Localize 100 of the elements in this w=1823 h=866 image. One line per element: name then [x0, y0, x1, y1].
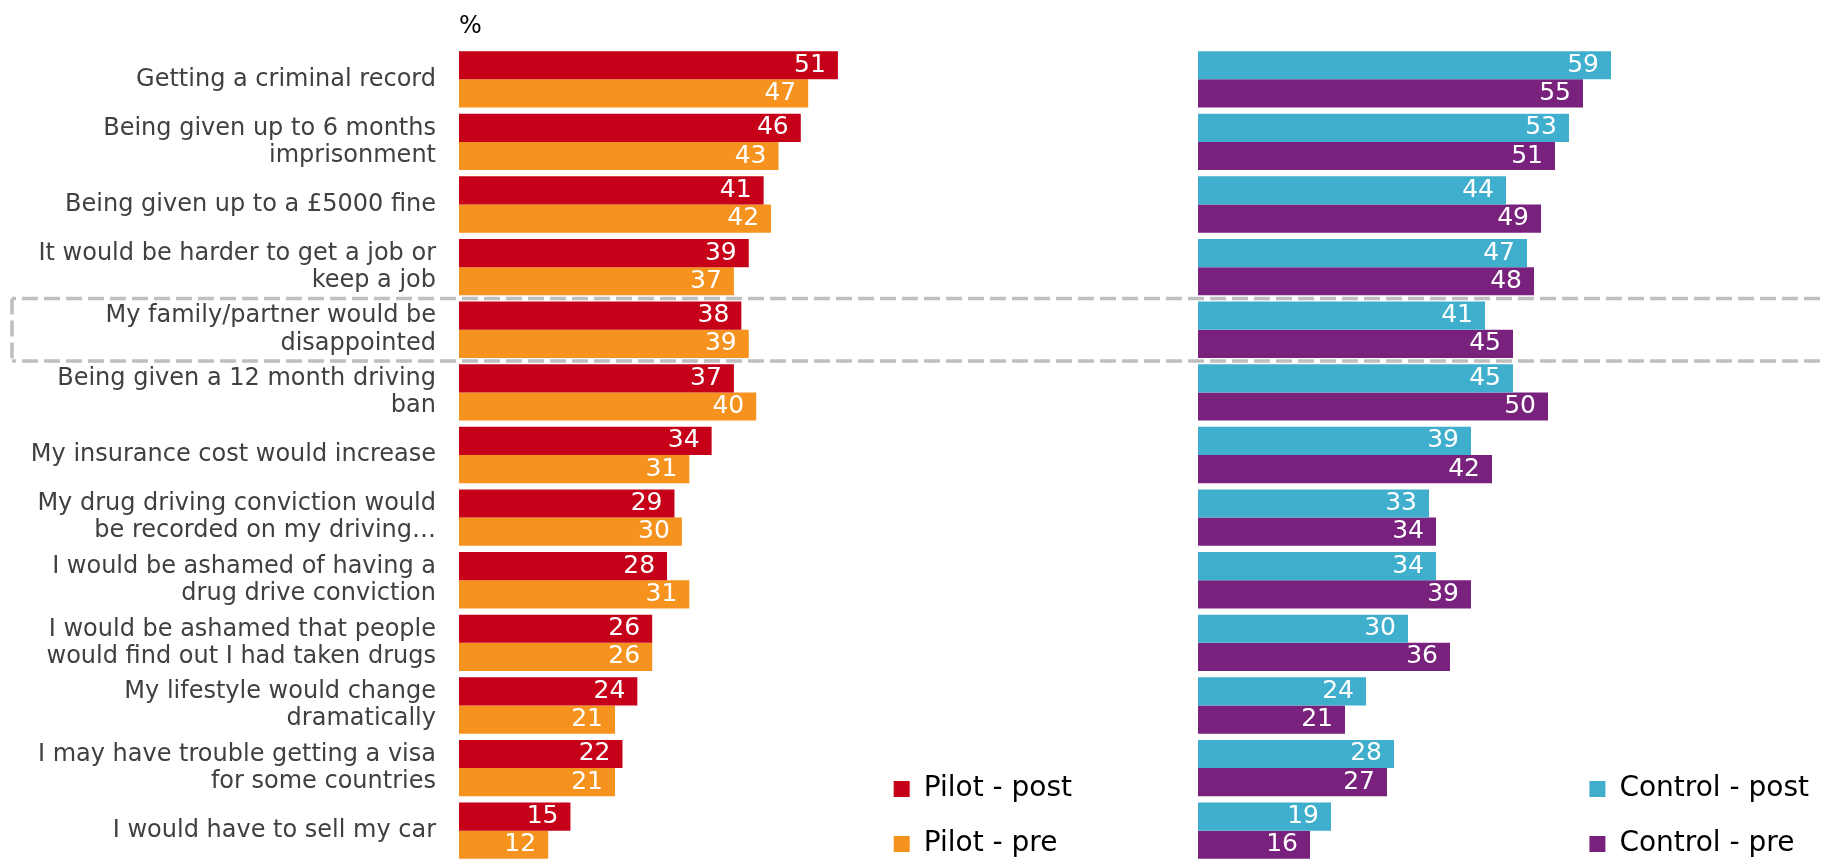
data-label: 34 — [1392, 515, 1424, 545]
bar — [459, 113, 801, 142]
data-label: 34 — [667, 424, 700, 454]
bar — [1198, 301, 1485, 330]
data-label: 26 — [608, 640, 641, 670]
data-label: 24 — [1322, 674, 1354, 704]
data-label: 34 — [1392, 549, 1424, 579]
bar — [459, 426, 712, 455]
data-label: 31 — [645, 452, 678, 482]
bar — [459, 204, 772, 233]
data-label: 26 — [608, 612, 641, 642]
legend-label: Pilot - pre — [923, 825, 1058, 859]
data-label: 48 — [1490, 264, 1522, 294]
bar — [1198, 329, 1513, 358]
data-label: 21 — [571, 765, 604, 795]
bar — [459, 301, 742, 330]
bar — [459, 614, 653, 643]
data-label: 30 — [1364, 612, 1396, 642]
legend-label: Control - pre — [1619, 825, 1795, 859]
data-label: 44 — [1462, 173, 1494, 203]
data-label: 42 — [727, 202, 760, 232]
data-label: 39 — [1427, 424, 1459, 454]
bar — [1198, 267, 1534, 296]
data-label: 38 — [697, 299, 730, 329]
bar — [1198, 768, 1387, 797]
data-label: 59 — [1567, 48, 1599, 78]
bar — [1198, 802, 1331, 831]
data-label: 45 — [1469, 327, 1501, 357]
bar — [459, 677, 638, 706]
bar — [459, 141, 779, 171]
bar — [1198, 141, 1555, 171]
bar — [1198, 113, 1569, 142]
data-label: 43 — [734, 139, 767, 169]
bar — [1198, 176, 1506, 205]
bar — [1198, 489, 1429, 518]
data-label: 50 — [1504, 389, 1536, 419]
data-label: 31 — [645, 577, 678, 607]
bar — [459, 364, 734, 393]
data-label: 21 — [1301, 703, 1333, 733]
data-label: 22 — [578, 737, 611, 767]
bar — [459, 739, 623, 769]
y-tick-label: I would be ashamed of having a drug drive conviction — [52, 550, 436, 607]
bar — [459, 830, 549, 859]
bar — [459, 79, 809, 108]
bar — [1198, 642, 1450, 672]
data-label: 47 — [1483, 236, 1515, 266]
bar — [459, 329, 749, 358]
data-label: 37 — [690, 264, 722, 294]
data-label: 27 — [1343, 765, 1375, 795]
bar — [459, 705, 616, 734]
y-tick-label: Being given a 12 month driving ban — [57, 363, 436, 419]
bar — [1198, 677, 1366, 706]
y-tick-label: Getting a criminal record — [136, 63, 436, 92]
y-tick-label: I would be ashamed that people would find out I had taken drugs — [46, 613, 436, 669]
y-tick-label: I would have to sell my car — [112, 814, 437, 843]
data-label: 53 — [1525, 111, 1557, 141]
data-label: 19 — [1287, 800, 1319, 830]
bar — [459, 517, 682, 546]
y-tick-label: Being given up to a £5000 fine — [65, 188, 436, 217]
y-tick-label: I may have trouble getting a visa for some countries — [37, 738, 436, 794]
data-label: 29 — [630, 487, 663, 517]
y-tick-label: My family/partner would be disappointed — [105, 300, 436, 356]
bar — [1198, 705, 1345, 734]
data-label: 28 — [1350, 737, 1382, 767]
data-label: 36 — [1406, 640, 1438, 670]
data-label: 33 — [1385, 487, 1417, 517]
data-label: 40 — [712, 389, 745, 419]
bar — [1198, 392, 1548, 421]
bar — [1198, 739, 1394, 769]
data-label: 21 — [571, 703, 604, 733]
bar — [459, 238, 749, 268]
bar — [1198, 79, 1583, 108]
data-label: 37 — [690, 361, 722, 391]
data-label: 47 — [764, 76, 797, 106]
bar — [459, 642, 653, 672]
bar — [1198, 580, 1471, 609]
bar — [1198, 614, 1408, 643]
data-label: 51 — [1511, 139, 1543, 169]
data-label: 41 — [719, 173, 752, 203]
bar — [1198, 364, 1513, 393]
y-tick-label: My drug driving conviction would be recorded on my driving… — [37, 488, 436, 544]
data-label: 42 — [1448, 452, 1480, 482]
legend-label: Control - post — [1619, 770, 1810, 804]
bar — [459, 489, 675, 518]
y-tick-label: It would be harder to get a job or keep a job — [38, 237, 437, 293]
bar — [1198, 830, 1310, 859]
bar — [1198, 426, 1471, 455]
data-label: 12 — [504, 828, 537, 858]
data-label: 46 — [756, 111, 789, 141]
data-label: 15 — [526, 800, 559, 830]
data-label: 41 — [1441, 299, 1473, 329]
data-label: 28 — [623, 549, 656, 579]
chart-title: % — [459, 10, 482, 39]
bar — [1198, 238, 1527, 268]
bar — [459, 176, 764, 205]
bar — [459, 768, 616, 797]
bar — [459, 51, 838, 80]
bar — [459, 455, 690, 484]
data-label: 39 — [704, 327, 737, 357]
bar — [1198, 455, 1492, 484]
